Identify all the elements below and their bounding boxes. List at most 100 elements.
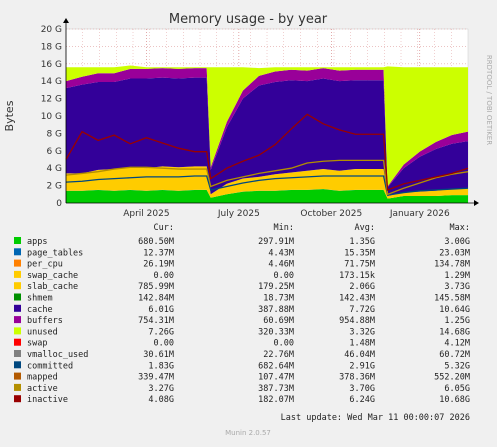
legend-row-active: active 3.27G 387.73M 3.70G 6.05G	[14, 383, 470, 394]
y-tick-label: 12 G	[41, 95, 62, 105]
legend-value-cur: 12.37M	[143, 248, 174, 258]
legend-label: apps	[27, 237, 47, 247]
legend-value-cur: 0.00	[154, 339, 174, 349]
y-tick-label: 18 G	[41, 42, 62, 52]
legend-swatch	[14, 270, 21, 278]
legend-row-mapped: mapped 339.47M 107.47M 378.36M 552.20M	[14, 372, 470, 383]
stacked-areas	[66, 65, 468, 203]
legend-swatch	[14, 259, 21, 267]
legend-value-min: 4.46M	[268, 260, 294, 270]
legend-value-max: 6.05G	[444, 384, 470, 394]
legend-row-page-tables: page_tables 12.37M 4.43M 15.35M 23.03M	[14, 248, 470, 258]
legend-value-max: 10.68G	[439, 395, 470, 405]
x-tick-label: April 2025	[123, 209, 169, 219]
legend-row-unused: unused 7.26G 320.33M 3.32G 14.68G	[14, 327, 470, 337]
area-apps	[66, 189, 468, 203]
legend-row-swap: swap 0.00 0.00 1.48M 4.12M	[14, 338, 470, 349]
legend-swatch	[14, 338, 21, 346]
legend-label: vmalloc_used	[27, 350, 88, 360]
legend-value-min: 179.25M	[258, 282, 294, 292]
legend-swatch	[14, 361, 21, 369]
y-tick-label: 10 G	[41, 112, 62, 122]
legend: Cur: Min: Avg: Max: apps 680.50M 297.91M 1.…	[14, 223, 470, 405]
legend-row-per-cpu: per_cpu 26.19M 4.46M 71.75M 134.78M	[14, 259, 470, 270]
legend-value-cur: 0.00	[154, 271, 174, 281]
legend-label: active	[27, 384, 58, 394]
legend-value-cur: 3.27G	[148, 384, 174, 394]
y-tick-label: 8 G	[46, 129, 62, 139]
legend-value-min: 387.88M	[258, 305, 294, 315]
legend-value-min: 297.91M	[258, 237, 294, 247]
x-tick-label: January 2026	[389, 209, 450, 219]
legend-swatch	[14, 304, 21, 312]
legend-value-cur: 754.31M	[138, 316, 174, 326]
legend-value-max: 134.78M	[434, 260, 470, 270]
legend-label: cache	[27, 305, 53, 315]
legend-value-cur: 339.47M	[138, 373, 174, 383]
legend-swatch	[14, 327, 21, 335]
area-cache	[66, 77, 468, 196]
y-axis-label: Bytes	[3, 100, 16, 131]
y-axis-arrow	[63, 18, 69, 23]
x-axis-arrow	[474, 200, 479, 206]
legend-row-committed: committed 1.83G 682.64M 2.91G 5.32G	[14, 361, 470, 371]
legend-label: committed	[27, 361, 73, 371]
legend-row-shmem: shmem 142.84M 18.73M 142.43M 145.58M	[14, 293, 470, 304]
legend-value-avg: 1.35G	[349, 237, 375, 247]
legend-row-swap-cache: swap_cache 0.00 0.00 173.15k 1.29M	[14, 270, 470, 281]
legend-value-cur: 142.84M	[138, 294, 174, 304]
y-tick-label: 4 G	[46, 164, 62, 174]
y-tick-labels: 0 2 G 4 G 6 G 8 G 10 G 12 G 14 G 16 G 18 G 20 G	[41, 25, 63, 209]
legend-value-avg: 173.15k	[339, 271, 375, 281]
y-tick-label: 2 G	[46, 182, 62, 192]
legend-label: mapped	[27, 373, 58, 383]
legend-swatch	[14, 237, 21, 244]
y-tick-label: 16 G	[41, 60, 62, 70]
line-committed	[65, 175, 469, 196]
legend-label: page_tables	[27, 248, 83, 258]
area-buffers	[66, 68, 468, 188]
legend-value-avg: 7.72G	[349, 305, 375, 315]
legend-label: swap	[27, 339, 47, 349]
legend-label: shmem	[27, 294, 53, 304]
last-update: Last update: Wed Mar 11 00:00:07 2026	[281, 413, 470, 423]
legend-value-min: 682.64M	[258, 361, 294, 371]
legend-value-max: 10.64G	[439, 305, 470, 315]
x-tick-labels: April 2025 July 2025 October 2025 January 2…	[123, 209, 450, 219]
legend-header-min: Min:	[274, 223, 294, 233]
legend-value-avg: 15.35M	[344, 248, 375, 258]
legend-swatch	[14, 395, 21, 403]
legend-swatch	[14, 372, 21, 380]
legend-value-max: 145.58M	[434, 294, 470, 304]
legend-value-cur: 6.01G	[148, 305, 174, 315]
legend-label: slab_cache	[27, 282, 78, 292]
legend-value-max: 5.32G	[444, 361, 470, 371]
legend-value-cur: 680.50M	[138, 237, 174, 247]
legend-value-min: 320.33M	[258, 327, 294, 337]
legend-value-min: 387.73M	[258, 384, 294, 394]
legend-value-max: 60.72M	[439, 350, 470, 360]
legend-swatch	[14, 293, 21, 301]
legend-row-inactive: inactive 4.08G 182.07M 6.24G 10.68G	[14, 395, 470, 405]
legend-value-avg: 46.04M	[344, 350, 375, 360]
legend-row-apps: apps 680.50M 297.91M 1.35G 3.00G	[14, 237, 470, 247]
legend-row-slab-cache: slab_cache 785.99M 179.25M 2.06G 3.73G	[14, 282, 470, 292]
legend-value-cur: 26.19M	[143, 260, 174, 270]
legend-value-avg: 954.88M	[339, 316, 375, 326]
legend-value-max: 1.25G	[444, 316, 470, 326]
legend-header-cur: Cur:	[154, 223, 174, 233]
y-tick-label: 14 G	[41, 77, 62, 87]
legend-header-avg: Avg:	[355, 223, 375, 233]
legend-value-cur: 7.26G	[148, 327, 174, 337]
legend-value-max: 1.29M	[444, 271, 470, 281]
legend-row-vmalloc-used: vmalloc_used 30.61M 22.76M 46.04M 60.72M	[14, 350, 470, 360]
legend-value-max: 4.12M	[444, 339, 470, 349]
legend-value-max: 3.00G	[444, 237, 470, 247]
legend-value-cur: 30.61M	[143, 350, 174, 360]
legend-header-max: Max:	[450, 223, 470, 233]
area-slab-cache	[66, 166, 468, 199]
legend-value-max: 552.20M	[434, 373, 470, 383]
line-inactive	[65, 113, 469, 191]
